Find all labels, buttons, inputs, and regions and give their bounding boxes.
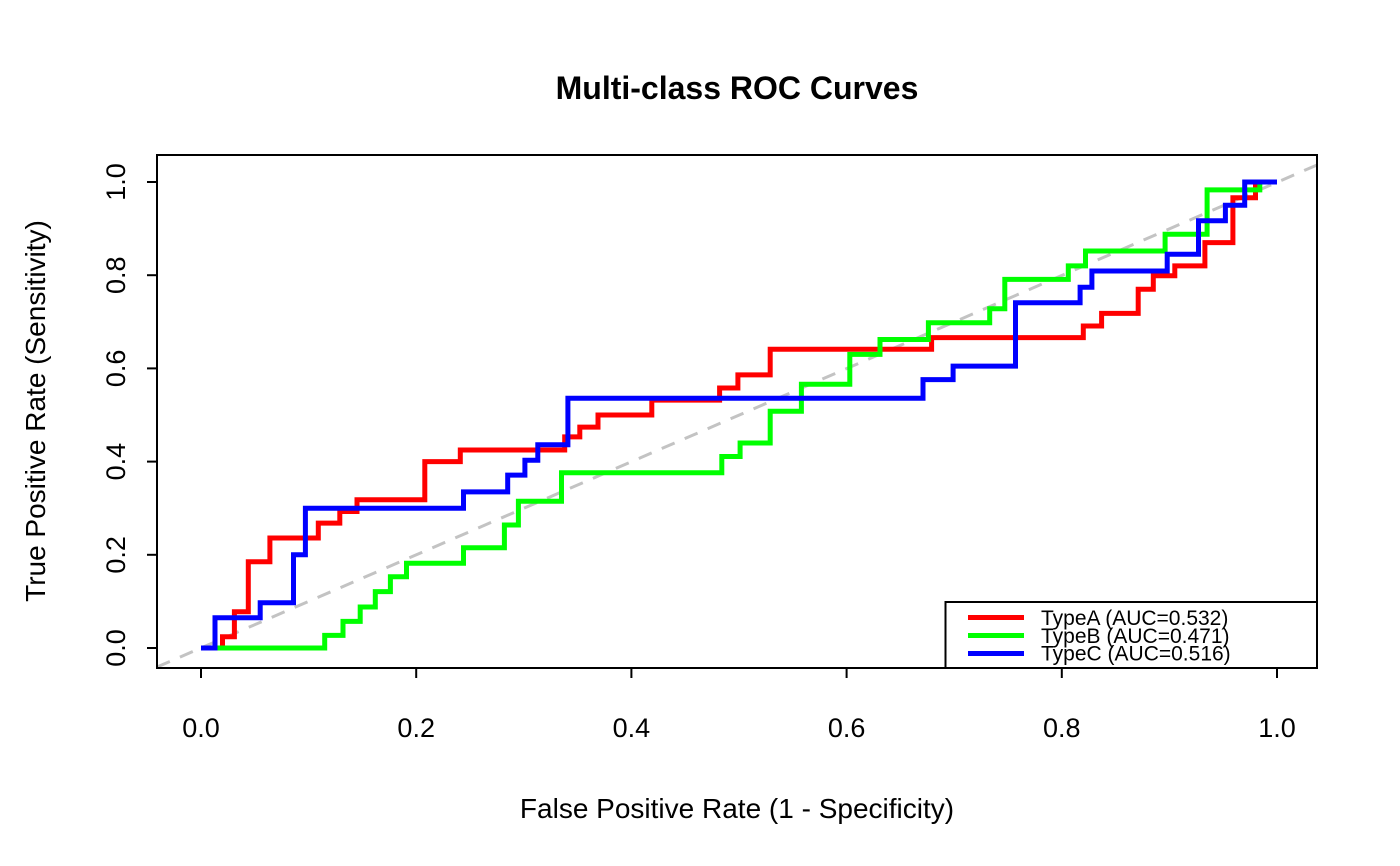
x-tick-label-5: 1.0 [1258,713,1296,743]
axis-tick-layer: 0.0 0.2 0.4 0.6 0.8 1.0 0.0 0.2 0.4 0.6 0.8 1.0 [101,163,1296,743]
chart-title: Multi-class ROC Curves [556,70,919,106]
x-tick-label-1: 0.2 [397,713,435,743]
legend-entry-typea: TypeA (AUC=0.532) [1041,607,1228,630]
y-tick-label-5: 1.0 [101,163,131,201]
plot-box [156,154,1318,669]
x-tick-label-4: 0.8 [1043,713,1081,743]
roc-curve-typeb [201,179,1277,651]
legend-entry-typec: TypeC (AUC=0.516) [1041,643,1231,666]
y-tick-label-4: 0.8 [101,256,131,294]
roc-curve-layer [201,179,1277,651]
roc-curve-typea [201,179,1277,651]
y-tick-label-0: 0.0 [101,629,131,667]
x-tick-label-3: 0.6 [828,713,866,743]
y-tick-label-3: 0.6 [101,350,131,388]
y-tick-label-2: 0.4 [101,443,131,481]
x-axis-label: False Positive Rate (1 - Specificity) [520,793,954,824]
roc-curve-typec [201,179,1277,651]
y-tick-label-1: 0.2 [101,536,131,574]
x-tick-label-2: 0.4 [613,713,651,743]
legend-entry-typeb: TypeB (AUC=0.471) [1041,625,1230,648]
legend: TypeA (AUC=0.532) TypeB (AUC=0.471) Type… [944,601,1318,669]
x-tick-label-0: 0.0 [182,713,220,743]
y-axis-label: True Positive Rate (Sensitivity) [20,220,51,602]
